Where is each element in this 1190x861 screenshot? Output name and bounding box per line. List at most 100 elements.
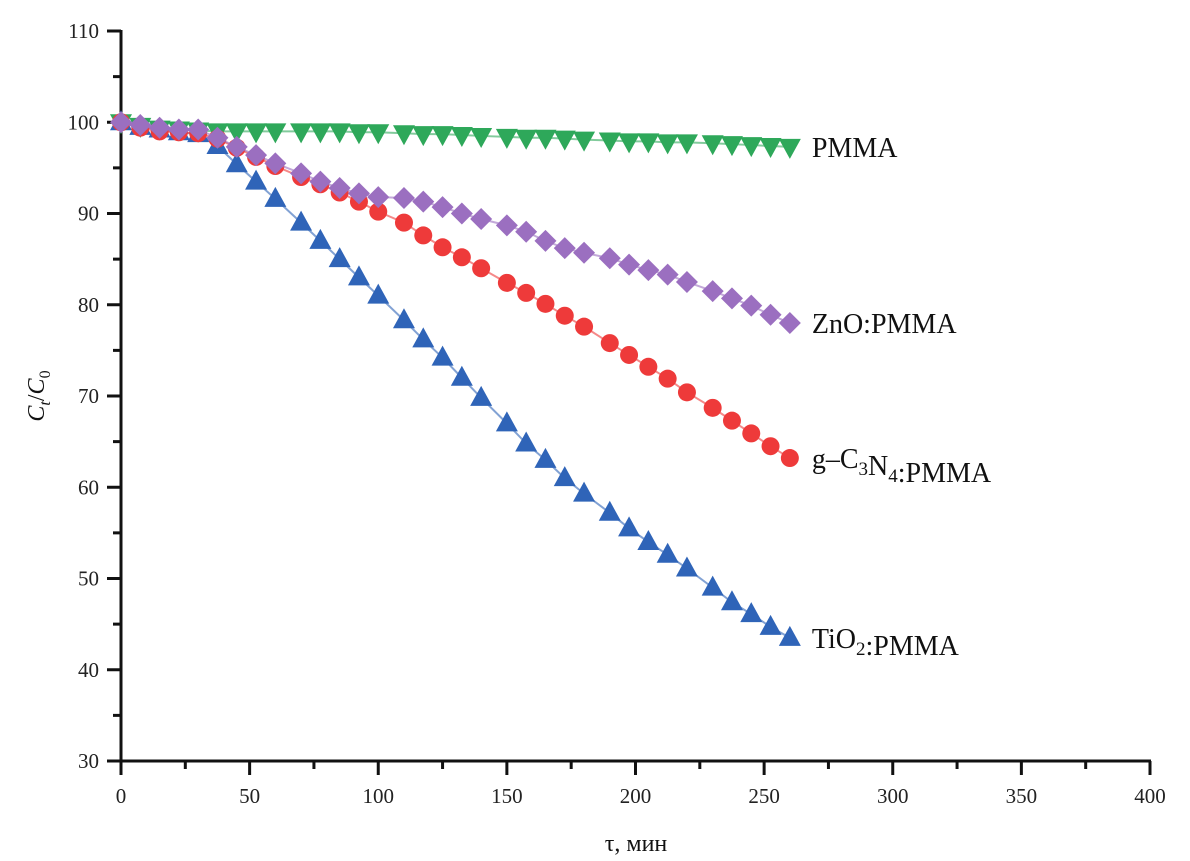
y-tick-label: 40 xyxy=(78,658,99,682)
data-point xyxy=(367,283,390,304)
data-point xyxy=(309,228,332,249)
data-point xyxy=(701,280,724,303)
y-tick-label: 110 xyxy=(68,19,99,43)
data-point xyxy=(470,385,493,406)
data-point xyxy=(656,134,679,155)
data-point xyxy=(264,152,287,175)
data-point xyxy=(722,411,741,430)
data-point xyxy=(658,369,677,388)
y-title-sub-t: t xyxy=(37,401,54,406)
data-point xyxy=(778,138,801,159)
y-tick-label: 70 xyxy=(78,384,99,408)
x-tick-label: 350 xyxy=(1006,784,1038,808)
series-line xyxy=(120,121,791,324)
data-point xyxy=(347,265,370,286)
data-point xyxy=(392,125,415,146)
data-point xyxy=(778,312,801,334)
y-tick-label: 30 xyxy=(78,749,99,773)
data-point xyxy=(412,190,435,213)
data-point xyxy=(620,345,639,364)
data-point xyxy=(656,542,679,563)
data-point xyxy=(536,294,555,313)
axes: 30 40 50 60 70 80 90 100 110 0 50 100 150 200 250 300 3… xyxy=(68,19,1166,808)
data-point xyxy=(414,226,433,245)
x-tick-label: 100 xyxy=(363,784,395,808)
data-point xyxy=(129,113,152,136)
data-point xyxy=(167,118,190,141)
data-point xyxy=(740,602,763,623)
y-title-slash: / xyxy=(24,394,50,401)
data-point xyxy=(495,411,518,432)
data-point xyxy=(412,327,435,348)
data-point xyxy=(637,259,660,282)
data-point xyxy=(703,398,722,417)
data-point xyxy=(515,220,538,243)
x-tick-label: 400 xyxy=(1134,784,1166,808)
data-point xyxy=(701,135,724,156)
data-point xyxy=(618,253,641,276)
data-point xyxy=(148,116,171,139)
x-tick-label: 200 xyxy=(620,784,652,808)
data-point xyxy=(778,625,801,646)
y-ticks: 30 40 50 60 70 80 90 100 110 xyxy=(68,19,121,773)
data-point xyxy=(412,126,435,147)
data-point xyxy=(759,303,782,326)
data-point xyxy=(452,248,471,267)
data-point xyxy=(740,294,763,317)
data-point xyxy=(328,176,351,199)
x-axis-title: τ, мин xyxy=(605,831,668,857)
x-tick-label: 150 xyxy=(491,784,523,808)
y-tick-label: 80 xyxy=(78,293,99,317)
y-tick-label: 60 xyxy=(78,475,99,499)
data-point xyxy=(290,210,313,231)
data-point xyxy=(553,466,576,487)
data-point xyxy=(309,123,332,144)
data-point xyxy=(534,447,557,468)
data-point xyxy=(701,575,724,596)
y-axis-title: Ct/C0 xyxy=(24,370,54,421)
data-point xyxy=(637,133,660,154)
data-point xyxy=(225,123,248,144)
data-point xyxy=(495,128,518,149)
data-point xyxy=(290,162,313,185)
data-point xyxy=(392,186,415,209)
series-label: TiO2:PMMA xyxy=(812,624,960,662)
y-title-c: C xyxy=(24,405,50,422)
data-point xyxy=(367,124,390,145)
data-point xyxy=(225,152,248,173)
data-point xyxy=(225,135,248,158)
data-point xyxy=(618,133,641,154)
data-point xyxy=(553,130,576,151)
data-point xyxy=(187,118,210,141)
series-tio2-pmma xyxy=(110,110,801,646)
data-point xyxy=(470,127,493,148)
data-point xyxy=(431,196,454,219)
data-point xyxy=(720,136,743,157)
data-point xyxy=(369,202,388,221)
data-point xyxy=(245,169,268,190)
data-point xyxy=(759,137,782,158)
data-point xyxy=(677,383,696,402)
data-point xyxy=(495,214,518,237)
series-labels: PMMA ZnO:PMMA g–C3N4:PMMA TiO2:PMMA xyxy=(812,133,992,662)
data-point xyxy=(761,437,780,456)
data-point xyxy=(573,481,596,502)
data-point xyxy=(264,186,287,207)
data-point xyxy=(553,237,576,260)
data-point xyxy=(515,129,538,150)
data-point xyxy=(618,516,641,537)
data-point xyxy=(720,590,743,611)
data-point xyxy=(759,614,782,635)
data-point xyxy=(517,283,536,302)
data-point xyxy=(720,287,743,310)
y-tick-label: 50 xyxy=(78,567,99,591)
data-point xyxy=(598,500,621,521)
data-point xyxy=(367,186,390,209)
y-title-sub-0: 0 xyxy=(37,370,54,378)
series-g-c3n4-pmma xyxy=(112,113,799,468)
data-point xyxy=(780,449,799,468)
data-point xyxy=(656,263,679,286)
data-point xyxy=(394,213,413,232)
x-tick-label: 250 xyxy=(748,784,780,808)
